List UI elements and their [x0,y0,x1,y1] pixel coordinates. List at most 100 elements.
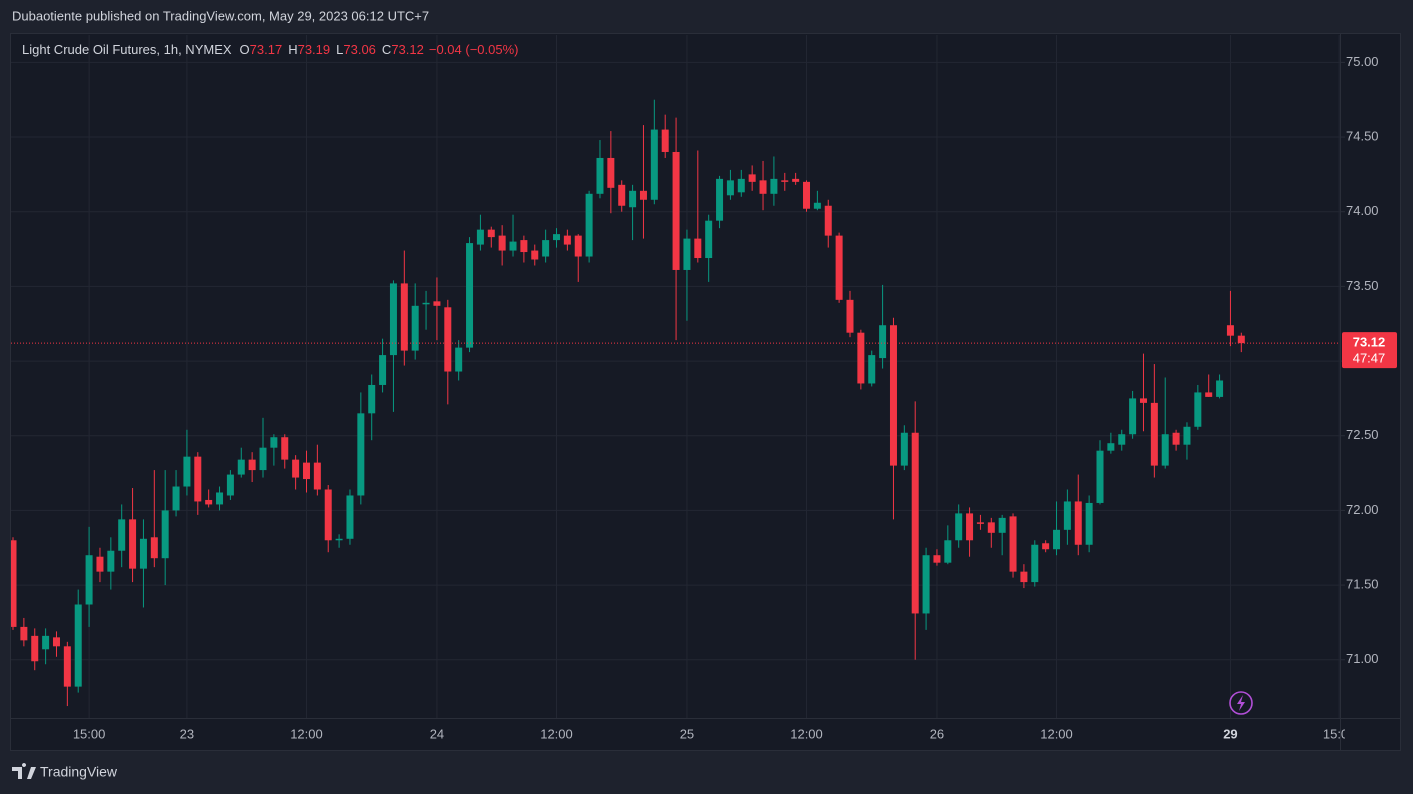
candle-body [824,205,832,236]
change: −0.04 (−0.05%) [429,42,519,57]
candle-body [911,432,919,614]
candle-body [726,180,734,196]
candle-body [107,550,115,572]
candle-body [1085,502,1093,545]
candle-body [683,238,691,270]
candle-body [1074,501,1082,545]
candle-body [618,184,626,206]
candle-body [1183,426,1191,445]
candle-body [531,250,539,260]
logo: TradingView [12,763,118,780]
candle-body [1031,544,1039,583]
candle-body [11,540,17,627]
y-tick-label: 71.50 [1346,577,1379,592]
candle-body [42,635,50,650]
candle-body [944,540,952,563]
candle-body [455,347,463,372]
candle-body [792,178,800,182]
symbol-legend: Light Crude Oil Futures, 1h, NYMEX O73.17… [22,42,518,57]
x-tick-label: 26 [930,726,944,741]
candle-body [292,459,300,478]
candle-body [466,243,474,348]
candle-body [1020,571,1028,583]
logo-text: TradingView [40,764,118,780]
publish-info: Dubaotiente published on TradingView.com… [12,8,429,23]
candle-body [161,510,169,559]
y-tick-label: 71.00 [1346,651,1379,666]
candle-body [444,307,452,372]
candle-body [433,301,441,306]
candle-body [770,178,778,194]
candle-body [281,437,289,460]
candle-body [661,129,669,152]
ohlc-value: 73.12 [391,42,424,57]
countdown: 47:47 [1353,351,1386,366]
candle-body [172,486,180,511]
candle-body [542,240,550,257]
candle-body [922,555,930,614]
ohlc-value: 73.19 [298,42,331,57]
candle-body [966,513,974,541]
candle-body [216,492,224,505]
alert-icon[interactable] [1229,691,1253,715]
candle-body [868,355,876,384]
candle-body [226,474,234,496]
ohlc-label: O [240,42,250,57]
x-tick-label: 12:00 [540,726,573,741]
candle-body [520,240,528,253]
candle-body [346,495,354,539]
y-tick-label: 73.50 [1346,278,1379,293]
ohlc-value: 73.06 [343,42,376,57]
candle-body [813,202,821,209]
candle-body [705,220,713,259]
candle-body [422,302,430,305]
candle-body [694,238,702,259]
candle-body [781,180,789,182]
alert-circle [1229,691,1253,715]
x-tick-label: 15:00 [73,726,106,741]
candle-body [1042,543,1050,550]
candle-body [63,646,71,687]
candle-body [553,234,560,241]
x-tick-label: 25 [680,726,694,741]
x-tick-label: 12:00 [1040,726,1073,741]
candle-body [1216,380,1224,397]
candle-body [1053,529,1061,550]
candle-body [31,635,39,662]
candle-body [835,235,843,300]
candle-body [955,513,963,541]
candle-body [487,229,495,238]
candle-body [194,456,202,502]
candle-body [803,181,811,209]
candle-body [1107,443,1115,451]
candle-body [96,556,104,572]
candle-body [509,241,517,251]
candle-body [150,537,158,559]
candle-body [85,555,93,605]
candle-body [1118,434,1126,445]
candle-body [889,325,897,466]
candle-body [1096,450,1104,503]
x-tick-label: 23 [180,726,194,741]
ohlc-label: H [288,42,297,57]
y-tick-label: 75.00 [1346,54,1379,69]
candle-body [987,522,995,533]
candle-body [237,459,245,475]
x-tick-label: 12:00 [290,726,323,741]
candle-body [1194,392,1202,427]
candle-body [737,178,745,193]
candle-body [998,517,1006,533]
x-tick-label: 12:00 [790,726,823,741]
candle-body [1172,432,1180,445]
candle-body [259,447,267,471]
x-tick-label: 29 [1223,726,1237,741]
candle-body [748,174,756,182]
last-price-label: 73.12 [1353,335,1386,350]
ohlc-value: 73.17 [250,42,283,57]
candle-body [1139,398,1147,403]
y-tick-label: 74.00 [1346,203,1379,218]
candle-body [1226,325,1234,336]
candle-body [379,355,387,385]
candle-body [574,235,582,257]
